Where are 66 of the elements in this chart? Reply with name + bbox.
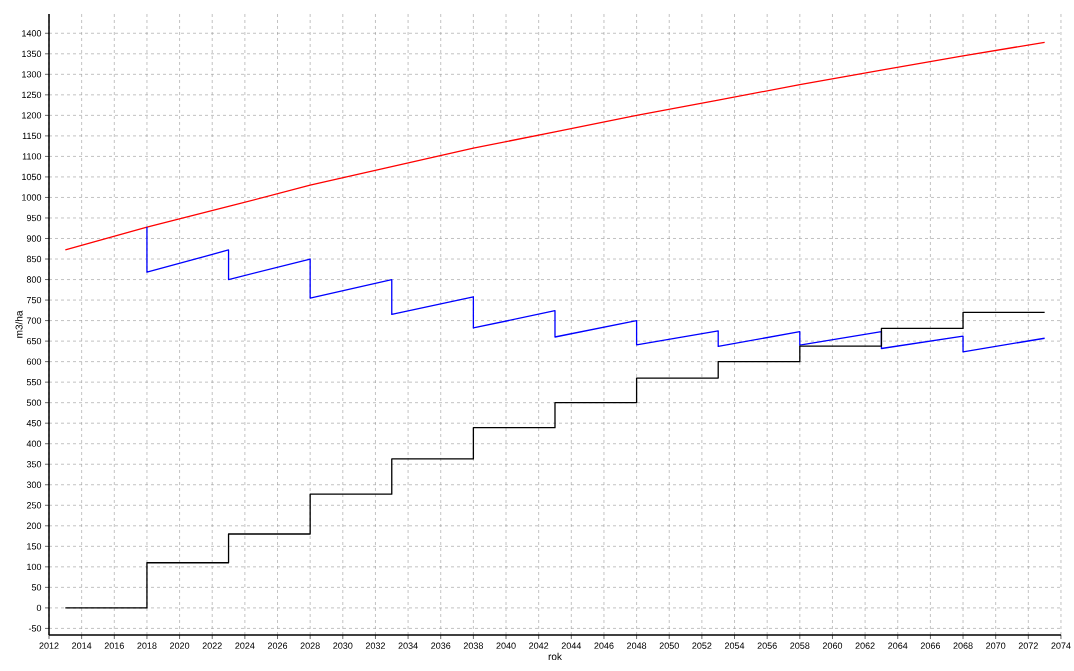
x-tick-label: 2038 — [463, 642, 483, 649]
y-tick-label: 1350 — [22, 50, 42, 57]
x-tick-label: 2016 — [104, 642, 124, 649]
y-tick-label: 1200 — [22, 112, 42, 119]
y-tick-label: 1050 — [22, 173, 42, 181]
y-tick-label: 550 — [26, 378, 42, 386]
line-series — [64, 41, 1046, 251]
y-tick-label: 900 — [26, 235, 42, 242]
x-tick-label: 2042 — [529, 642, 549, 649]
y-tick-label: 250 — [26, 502, 42, 509]
x-tick-label: 2030 — [333, 642, 353, 649]
y-tick-label: 850 — [26, 255, 42, 263]
x-tick-label: 2034 — [398, 642, 418, 649]
y-tick-label: 650 — [26, 337, 42, 345]
x-tick-label: 2060 — [822, 642, 843, 649]
y-tick-label: 800 — [26, 276, 42, 283]
x-tick-label: 2062 — [855, 642, 875, 649]
y-tick-label: 150 — [27, 543, 42, 550]
x-tick-label: 2022 — [202, 642, 222, 649]
x-tick-label: 2050 — [659, 642, 679, 649]
x-tick-label: 2058 — [790, 642, 810, 649]
y-tick-label: 1300 — [22, 71, 42, 78]
x-tick-label: 2072 — [1018, 642, 1038, 649]
x-tick-label: 2018 — [137, 642, 157, 649]
line-series — [146, 226, 1046, 353]
y-axis-title: m3/ha — [15, 310, 23, 338]
x-tick-label: 2066 — [920, 642, 940, 649]
x-tick-label: 2024 — [235, 642, 255, 649]
y-tick-label: 700 — [26, 317, 42, 324]
x-tick-label: 2020 — [170, 642, 190, 649]
x-tick-label: 2046 — [594, 642, 614, 649]
y-tick-label: 1000 — [22, 194, 42, 201]
y-tick-label: 1150 — [22, 132, 42, 140]
y-tick-label: 950 — [26, 214, 42, 222]
x-tick-label: 2044 — [561, 642, 582, 649]
x-tick-label: 2014 — [72, 642, 92, 649]
x-tick-label: 2032 — [365, 642, 385, 649]
x-tick-label: 2036 — [431, 642, 451, 649]
y-tick-label: 50 — [31, 584, 42, 591]
x-tick-label: 2012 — [39, 642, 59, 649]
y-tick-label: 400 — [26, 440, 42, 447]
y-tick-label: 350 — [26, 461, 42, 468]
y-tick-label: 1400 — [22, 30, 42, 37]
x-tick-label: 2040 — [496, 642, 516, 649]
x-tick-label: 2052 — [692, 642, 712, 649]
y-tick-label: 300 — [26, 481, 42, 488]
x-axis-title: rok — [548, 652, 562, 661]
y-tick-label: -50 — [28, 625, 42, 632]
x-tick-label: 2070 — [986, 642, 1006, 649]
y-tick-label: 1250 — [22, 91, 42, 99]
y-tick-label: 1100 — [22, 153, 42, 160]
x-tick-label: 2074 — [1051, 642, 1071, 649]
y-tick-label: 0 — [36, 604, 42, 612]
x-tick-label: 2048 — [627, 642, 647, 649]
y-tick-label: 600 — [26, 358, 42, 365]
x-tick-label: 2064 — [888, 642, 908, 649]
y-tick-label: 750 — [26, 296, 42, 304]
x-tick-label: 2068 — [953, 642, 973, 649]
y-tick-label: 450 — [26, 420, 42, 427]
y-tick-label: 100 — [27, 563, 42, 571]
y-tick-label: 200 — [26, 522, 42, 529]
x-tick-label: 2054 — [724, 642, 745, 649]
x-tick-label: 2026 — [267, 642, 288, 649]
x-tick-label: 2056 — [757, 642, 777, 649]
y-tick-label: 500 — [26, 399, 42, 406]
x-tick-label: 2028 — [300, 642, 320, 649]
